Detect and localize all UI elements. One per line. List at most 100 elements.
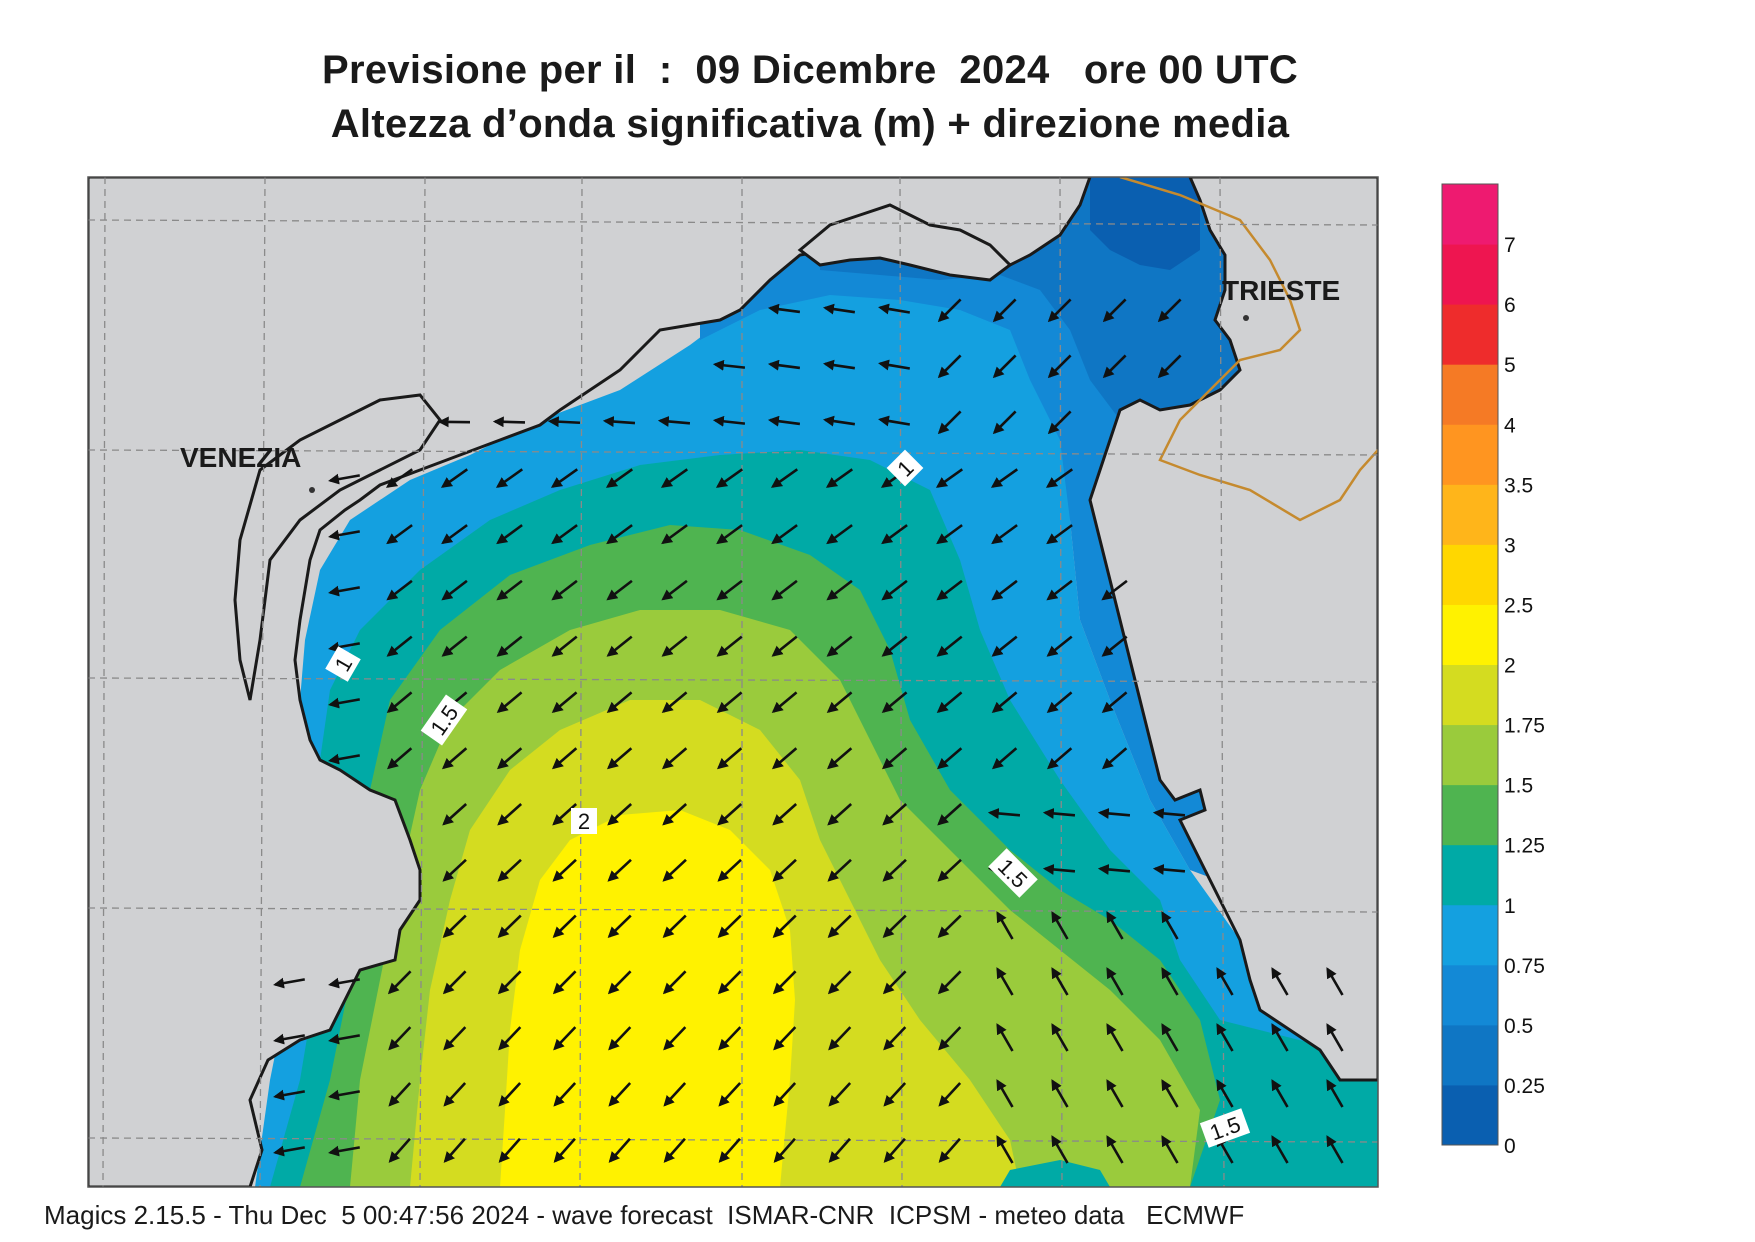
- direction-arrow: [938, 1026, 962, 1051]
- direction-arrow: [441, 524, 468, 545]
- direction-arrow: [878, 415, 911, 427]
- direction-arrow: [328, 585, 360, 597]
- direction-arrow: [605, 468, 634, 488]
- land-masses: [88, 177, 1378, 1187]
- direction-arrow: [1161, 1023, 1179, 1052]
- direction-arrow: [1271, 1135, 1289, 1164]
- direction-arrow: [1046, 747, 1073, 770]
- direction-arrow: [883, 1082, 907, 1107]
- direction-arrow: [1216, 967, 1234, 996]
- land-istria-east: [1088, 177, 1378, 1082]
- direction-arrow: [767, 359, 801, 371]
- direction-arrow: [996, 911, 1014, 940]
- direction-arrow: [937, 354, 962, 379]
- color-bar-swatch: [1442, 304, 1498, 365]
- direction-arrow: [881, 691, 908, 713]
- direction-arrow: [443, 1082, 467, 1107]
- direction-arrow: [1216, 1023, 1234, 1052]
- city-label-venezia: VENEZIA: [180, 442, 301, 473]
- direction-arrow: [825, 468, 854, 488]
- color-bar: 0 0.25 0.5 0.75 1 1.25 1.5 1.75 2 2.5 3 3.5 4 5 6 7: [1441, 183, 1545, 1158]
- color-bar-swatch: [1442, 844, 1498, 906]
- direction-arrow: [328, 473, 360, 485]
- direction-arrow: [992, 298, 1017, 323]
- direction-arrow: [996, 967, 1014, 996]
- color-bar-label: 1.5: [1504, 775, 1533, 798]
- direction-arrow: [1326, 1135, 1344, 1164]
- direction-arrow: [552, 970, 577, 995]
- direction-arrow: [663, 1137, 686, 1163]
- direction-arrow: [937, 298, 962, 323]
- direction-arrow: [773, 1137, 796, 1163]
- direction-arrow: [1271, 967, 1289, 996]
- direction-arrow: [938, 1082, 962, 1107]
- direction-arrow: [441, 635, 468, 657]
- direction-arrow: [388, 1082, 412, 1107]
- direction-arrow: [773, 1082, 797, 1107]
- color-bar-swatch: [1442, 1084, 1498, 1146]
- direction-arrow: [498, 1026, 522, 1051]
- direction-arrow: [661, 635, 688, 657]
- direction-arrow: [1046, 635, 1073, 657]
- direction-arrow: [1046, 579, 1073, 601]
- direction-arrow: [826, 524, 853, 545]
- color-bar-label: 1: [1504, 895, 1516, 918]
- color-bar-swatch: [1442, 544, 1498, 605]
- land-grado-islands: [797, 203, 1013, 282]
- direction-arrow: [273, 1089, 305, 1101]
- direction-arrow: [935, 468, 964, 488]
- direction-arrow: [1101, 747, 1128, 770]
- direction-arrow: [718, 1137, 741, 1163]
- direction-arrow: [496, 691, 523, 713]
- direction-arrow: [991, 524, 1018, 545]
- direction-arrow: [552, 914, 577, 938]
- contour-labels: 1 1 1.5 2 1.5 1.5: [325, 449, 1251, 1148]
- direction-arrow: [773, 1026, 797, 1051]
- color-bar-swatch: [1442, 904, 1498, 966]
- direction-arrow: [996, 1023, 1014, 1052]
- direction-arrow: [388, 1137, 411, 1163]
- direction-arrow: [495, 468, 524, 488]
- direction-arrow: [386, 524, 413, 545]
- direction-arrow: [1271, 1079, 1289, 1108]
- map-title-line-2: Altezza d’onda significativa (m) + direz…: [330, 102, 1290, 146]
- direction-arrow: [442, 970, 467, 995]
- direction-arrow: [606, 635, 633, 657]
- direction-arrow: [828, 1082, 852, 1107]
- direction-arrow: [1046, 691, 1073, 713]
- direction-arrows: [273, 298, 1344, 1164]
- direction-arrow: [823, 303, 856, 315]
- direction-arrow: [661, 524, 688, 545]
- color-bar-label: 0: [1504, 1135, 1516, 1158]
- sea-band-2-2.5: [500, 810, 795, 1187]
- direction-arrow: [767, 303, 801, 315]
- direction-arrow: [442, 803, 468, 826]
- direction-arrow: [661, 747, 688, 770]
- direction-arrow: [547, 416, 581, 428]
- direction-arrow: [328, 1033, 360, 1045]
- direction-arrow: [607, 803, 633, 826]
- color-bar-swatch: [1442, 244, 1498, 305]
- color-bar-swatch: [1442, 184, 1498, 245]
- direction-arrow: [936, 579, 963, 601]
- direction-arrow: [996, 1135, 1014, 1164]
- direction-arrow: [827, 858, 852, 882]
- direction-arrow: [440, 468, 469, 488]
- direction-arrow: [497, 970, 522, 995]
- city-label-trieste: TRIESTE: [1222, 275, 1340, 306]
- direction-arrow: [1047, 354, 1072, 379]
- direction-arrow: [1097, 864, 1131, 875]
- direction-arrow: [662, 803, 688, 826]
- direction-arrow: [328, 1145, 360, 1157]
- direction-arrow: [937, 858, 962, 882]
- direction-arrow: [826, 691, 853, 713]
- direction-arrow: [443, 1026, 467, 1051]
- direction-arrow: [717, 803, 743, 826]
- direction-arrow: [1047, 298, 1072, 323]
- direction-arrow: [991, 579, 1018, 601]
- direction-arrow: [717, 914, 742, 938]
- map-title-line-1: Previsione per il : 09 Dicembre 2024 ore…: [321, 48, 1299, 92]
- direction-arrow: [660, 468, 689, 488]
- direction-arrow: [823, 415, 856, 427]
- color-bar-swatch: [1442, 664, 1498, 726]
